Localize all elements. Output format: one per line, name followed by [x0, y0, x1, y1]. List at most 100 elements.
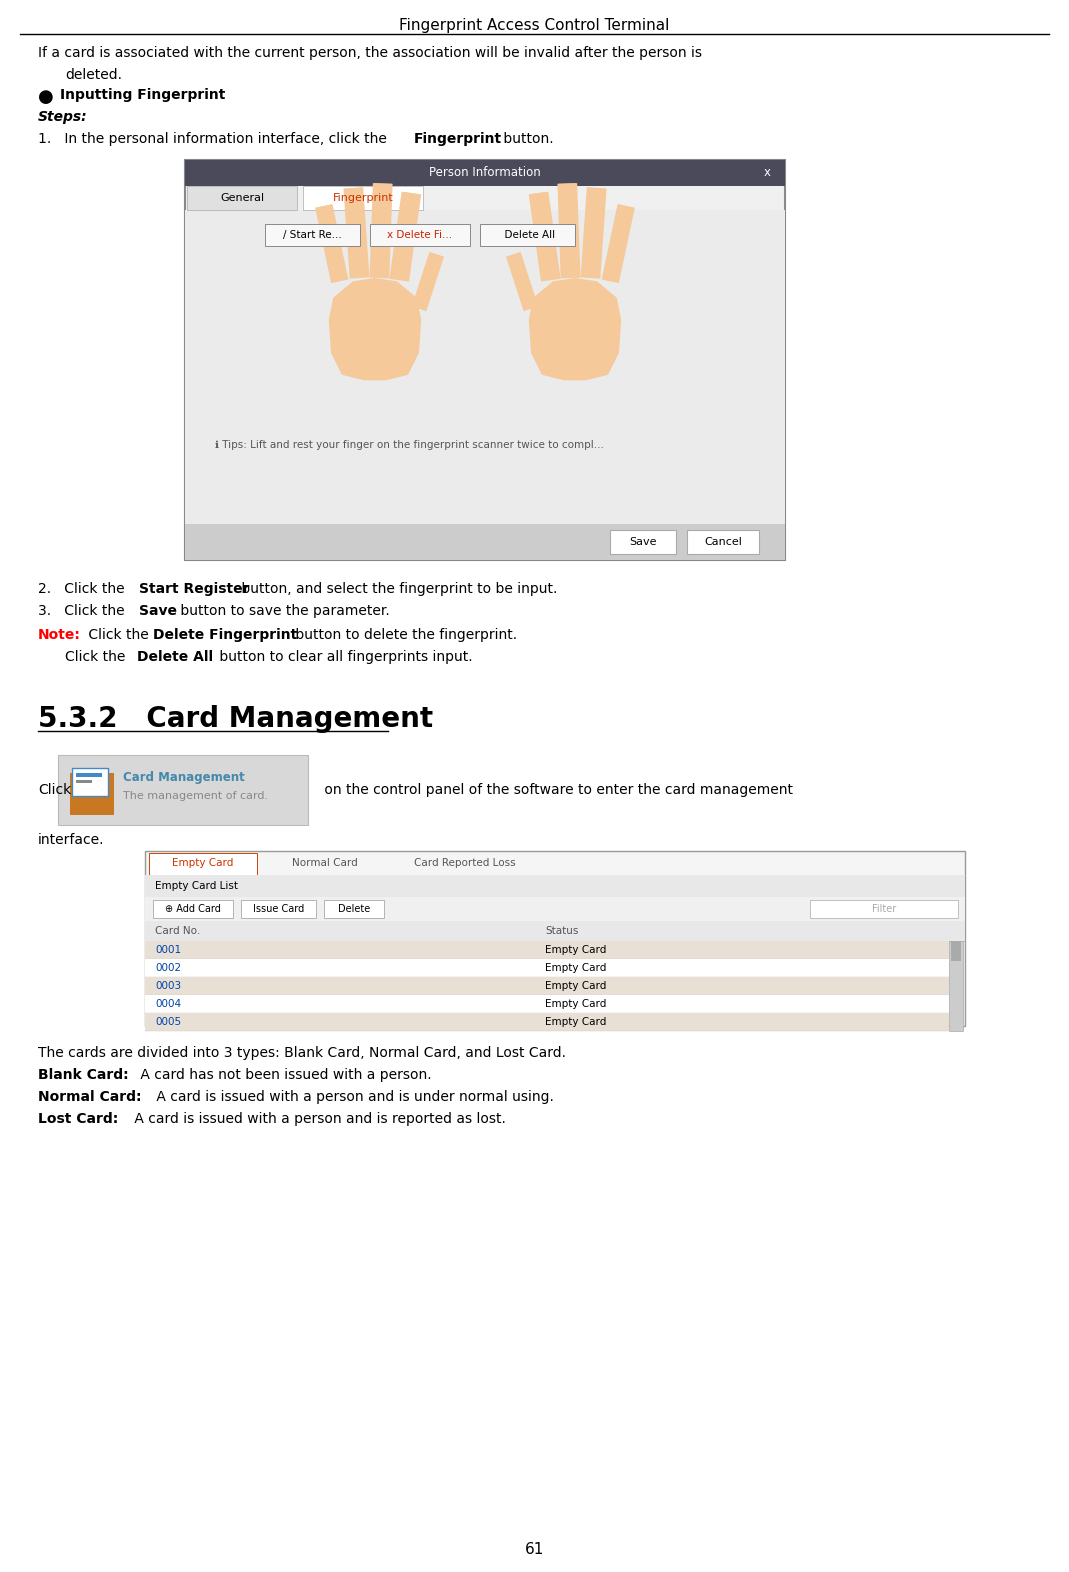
Text: Empty Card: Empty Card: [545, 962, 606, 973]
Text: ●: ●: [38, 88, 53, 105]
Polygon shape: [602, 204, 635, 283]
Bar: [76, 780, 92, 783]
Polygon shape: [316, 204, 331, 214]
Text: deleted.: deleted.: [65, 68, 122, 82]
Polygon shape: [403, 192, 420, 203]
Polygon shape: [529, 192, 547, 203]
Polygon shape: [557, 182, 580, 278]
Text: Click the: Click the: [65, 649, 129, 663]
Bar: [145, 1012, 949, 1031]
Text: Card No.: Card No.: [155, 926, 200, 935]
Polygon shape: [370, 182, 392, 278]
Text: Empty Card: Empty Card: [172, 858, 234, 868]
Bar: [951, 940, 961, 960]
Text: Fingerprint: Fingerprint: [332, 193, 393, 203]
Polygon shape: [374, 184, 391, 192]
Text: Inputting Fingerprint: Inputting Fingerprint: [60, 88, 226, 102]
Text: General: General: [220, 193, 264, 203]
Text: Lost Card:: Lost Card:: [38, 1111, 119, 1126]
Polygon shape: [412, 252, 444, 311]
Text: Start Register: Start Register: [139, 582, 249, 596]
Bar: [185, 160, 785, 185]
Bar: [949, 940, 963, 1031]
Text: 0005: 0005: [155, 1017, 181, 1027]
Text: Blank Card:: Blank Card:: [38, 1067, 128, 1082]
Polygon shape: [558, 184, 576, 192]
Bar: [810, 899, 958, 918]
Bar: [58, 755, 308, 825]
Text: 0002: 0002: [155, 962, 181, 973]
Bar: [187, 185, 297, 209]
Polygon shape: [329, 278, 421, 380]
Bar: [145, 921, 965, 940]
Bar: [185, 160, 785, 560]
Text: Empty Card: Empty Card: [545, 998, 606, 1009]
Polygon shape: [588, 187, 606, 196]
Text: Normal Card:: Normal Card:: [38, 1089, 141, 1104]
Text: Click the: Click the: [84, 627, 153, 641]
Text: Steps:: Steps:: [38, 110, 88, 124]
Text: Delete Fingerprint: Delete Fingerprint: [153, 627, 297, 641]
Bar: [480, 223, 575, 245]
Text: button to delete the fingerprint.: button to delete the fingerprint.: [291, 627, 517, 641]
Text: Status: Status: [545, 926, 578, 935]
Bar: [145, 850, 965, 1025]
Bar: [153, 899, 233, 918]
Text: Delete All: Delete All: [137, 649, 213, 663]
Text: Issue Card: Issue Card: [253, 904, 304, 913]
Text: If a card is associated with the current person, the association will be invalid: If a card is associated with the current…: [38, 46, 702, 60]
Polygon shape: [389, 192, 421, 281]
Text: / Start Re...: / Start Re...: [282, 230, 341, 241]
Bar: [145, 976, 949, 995]
Text: Click: Click: [38, 783, 72, 797]
Bar: [145, 995, 949, 1012]
Text: 1.   In the personal information interface, click the: 1. In the personal information interface…: [38, 132, 391, 146]
Polygon shape: [315, 204, 348, 283]
Polygon shape: [580, 187, 606, 278]
Text: 0001: 0001: [155, 945, 181, 954]
Text: button to clear all fingerprints input.: button to clear all fingerprints input.: [215, 649, 472, 663]
Text: 5.3.2   Card Management: 5.3.2 Card Management: [38, 704, 433, 733]
Polygon shape: [343, 187, 370, 278]
Text: The management of card.: The management of card.: [123, 791, 268, 802]
Bar: [72, 769, 108, 795]
Text: Delete All: Delete All: [498, 230, 556, 241]
Bar: [69, 773, 114, 814]
Bar: [610, 530, 676, 553]
Text: 0003: 0003: [155, 981, 181, 990]
Text: button, and select the fingerprint to be input.: button, and select the fingerprint to be…: [237, 582, 557, 596]
Text: Note:: Note:: [38, 627, 81, 641]
Text: 3.   Click the: 3. Click the: [38, 604, 129, 618]
Bar: [185, 523, 785, 560]
Text: button to save the parameter.: button to save the parameter.: [176, 604, 390, 618]
Text: Fingerprint Access Control Terminal: Fingerprint Access Control Terminal: [400, 17, 669, 33]
Bar: [76, 773, 102, 777]
Polygon shape: [344, 187, 362, 196]
Text: A card is issued with a person and is under normal using.: A card is issued with a person and is un…: [152, 1089, 554, 1104]
Text: Cancel: Cancel: [704, 536, 742, 547]
Text: button.: button.: [499, 132, 554, 146]
Bar: [265, 223, 360, 245]
Text: x: x: [763, 167, 771, 179]
Text: Normal Card: Normal Card: [292, 858, 358, 868]
Bar: [687, 530, 759, 553]
Polygon shape: [529, 278, 621, 380]
Text: ℹ Tips: Lift and rest your finger on the fingerprint scanner twice to compl...: ℹ Tips: Lift and rest your finger on the…: [215, 440, 604, 450]
Text: Delete: Delete: [338, 904, 370, 913]
Text: Fingerprint: Fingerprint: [414, 132, 502, 146]
Text: The cards are divided into 3 types: Blank Card, Normal Card, and Lost Card.: The cards are divided into 3 types: Blan…: [38, 1045, 566, 1060]
Text: Card Reported Loss: Card Reported Loss: [414, 858, 516, 868]
Polygon shape: [430, 252, 444, 261]
Bar: [303, 185, 423, 209]
Text: A card is issued with a person and is reported as lost.: A card is issued with a person and is re…: [130, 1111, 506, 1126]
Text: on the control panel of the software to enter the card management: on the control panel of the software to …: [320, 783, 793, 797]
Bar: [370, 223, 470, 245]
Text: 61: 61: [525, 1542, 544, 1556]
Text: A card has not been issued with a person.: A card has not been issued with a person…: [136, 1067, 432, 1082]
Polygon shape: [506, 252, 539, 311]
Text: Person Information: Person Information: [429, 167, 541, 179]
Bar: [185, 209, 785, 560]
Bar: [241, 899, 316, 918]
Text: 2.   Click the: 2. Click the: [38, 582, 129, 596]
Text: Empty Card: Empty Card: [545, 945, 606, 954]
